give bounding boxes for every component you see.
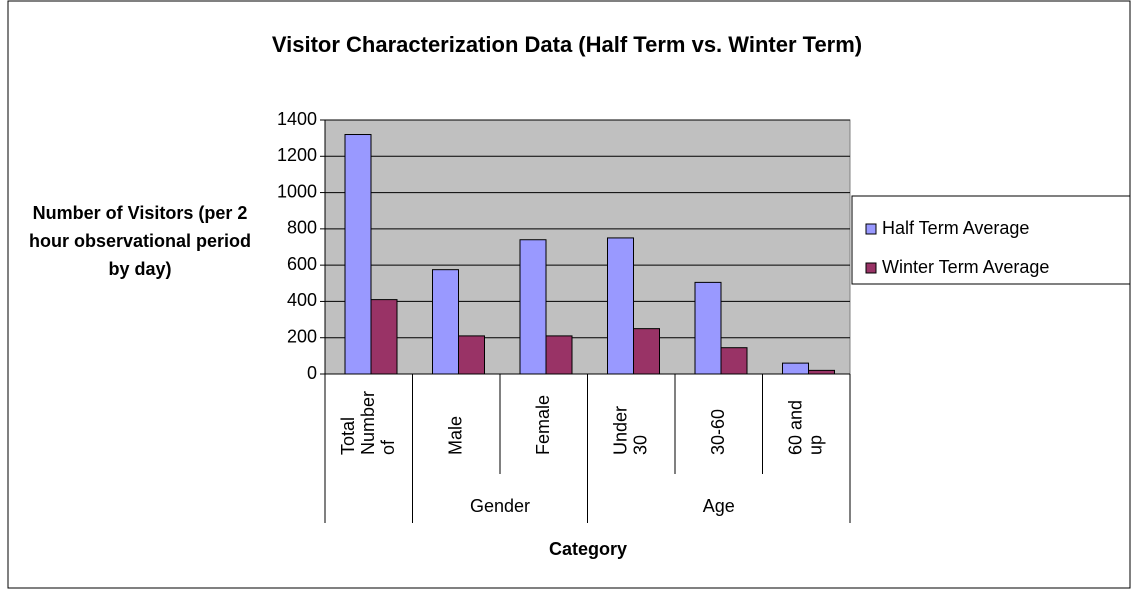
bar (370, 299, 398, 375)
y-axis-title: Number of Visitors (per 2 hour observatio… (29, 203, 251, 279)
legend-box (851, 195, 1131, 285)
group-label: Gender (470, 496, 530, 516)
x-tick-label: 60 andup (785, 400, 825, 455)
x-tick-label: TotalNumberof (338, 391, 398, 455)
y-tick-label: 1000 (277, 181, 317, 201)
bar (720, 347, 748, 375)
x-tick-label: Under30 (610, 406, 650, 455)
bar (808, 369, 835, 375)
y-tick-label: 0 (307, 363, 317, 383)
bar (607, 237, 634, 375)
y-tick-label: 1400 (277, 109, 317, 129)
y-tick-label: 200 (287, 326, 317, 346)
x-axis-title: Category (549, 539, 627, 559)
x-tick-label: Female (533, 395, 553, 455)
bar (782, 362, 809, 375)
y-tick-label: 600 (287, 254, 317, 274)
y-tick-label: 800 (287, 218, 317, 238)
bar (458, 335, 485, 375)
plot-area (324, 119, 851, 375)
legend-label: Half Term Average (882, 218, 1029, 238)
bar (633, 328, 660, 375)
legend-swatch (865, 262, 877, 274)
x-tick-label: Male (445, 416, 465, 455)
legend-swatch (865, 223, 877, 235)
legend-label: Winter Term Average (882, 257, 1049, 277)
bar (545, 335, 573, 375)
bar (519, 239, 547, 375)
bar (694, 281, 722, 375)
bar (344, 134, 372, 375)
y-tick-label: 400 (287, 290, 317, 310)
y-tick-label: 1200 (277, 145, 317, 165)
x-tick-label: 30-60 (708, 409, 728, 455)
bar (432, 269, 459, 375)
group-label: Age (703, 496, 735, 516)
chart-title: Visitor Characterization Data (Half Term… (272, 32, 862, 57)
